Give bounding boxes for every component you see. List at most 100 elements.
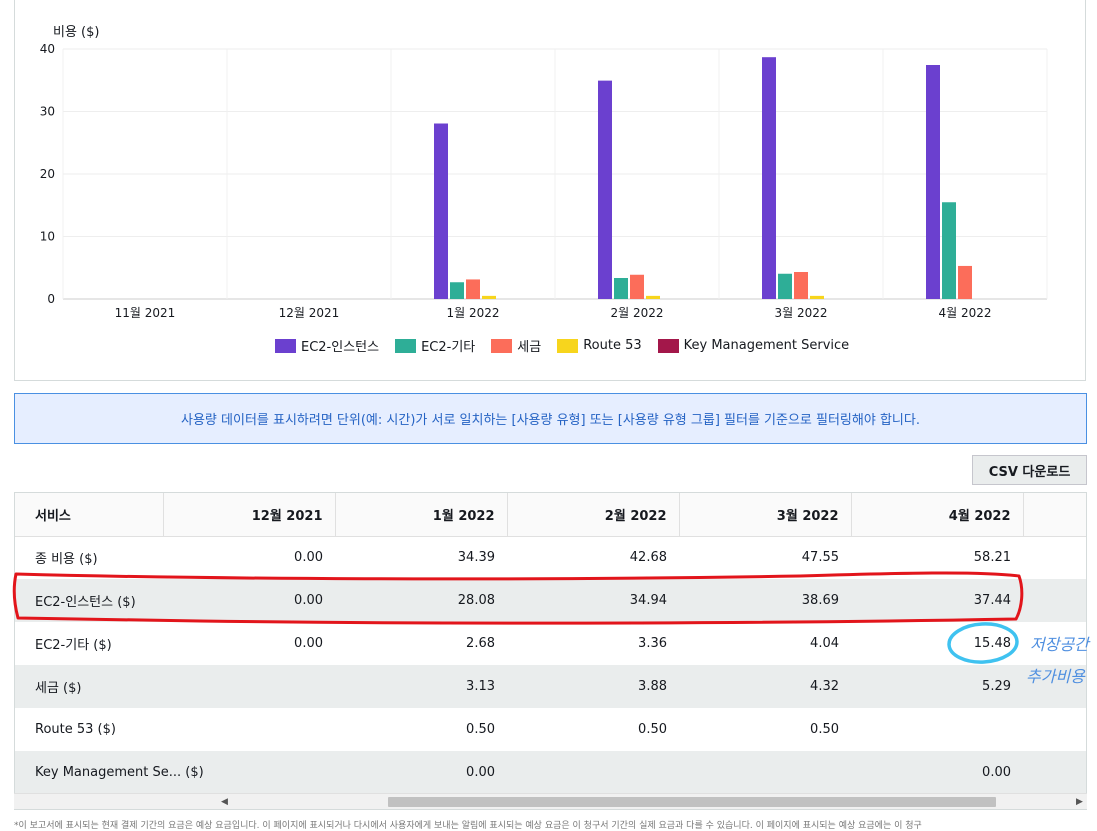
cost-table: 서비스 12월 2021 1월 2022 2월 2022 3월 2022 4월 … [14, 492, 1087, 810]
table-cell: 세금 ($) [15, 665, 163, 708]
bar-3 [482, 295, 496, 299]
bar-3 [646, 295, 660, 299]
column-header-service[interactable]: 서비스 [15, 493, 163, 537]
bar-2 [958, 265, 972, 299]
table-cell: 3.13 [335, 665, 507, 708]
table-cell [163, 708, 335, 751]
info-banner-text: 사용량 데이터를 표시하려면 단위(예: 시간)가 서로 일치하는 [사용량 유… [181, 413, 920, 428]
table-row: 종 비용 ($) 0.00 34.39 42.68 47.55 58.21 [15, 536, 1086, 579]
scrollbar-thumb[interactable] [388, 797, 996, 807]
table-cell [1023, 536, 1086, 579]
table-cell: 0.00 [163, 579, 335, 622]
y-tick-label: 40 [40, 42, 55, 56]
table-cell: 34.39 [457, 550, 495, 566]
x-tick-label: 12월 2021 [279, 306, 340, 320]
y-tick-label: 10 [40, 230, 55, 244]
legend-item-tax[interactable]: 세금 [491, 336, 541, 355]
table-cell [1023, 708, 1086, 751]
table-cell: 0.00 [851, 751, 1023, 794]
legend-swatch [557, 338, 579, 353]
scroll-left-arrow-icon[interactable]: ◀ [221, 796, 228, 807]
column-header-jan-2022[interactable]: 1월 2022 [334, 493, 507, 537]
column-header-overflow [1022, 493, 1086, 537]
x-tick-label: 2월 2022 [610, 306, 663, 320]
legend-swatch [275, 338, 296, 353]
bar-1 [614, 278, 628, 299]
column-header-mar-2022[interactable]: 3월 2022 [678, 493, 851, 537]
bar-1 [450, 282, 464, 299]
y-tick-label: 30 [40, 105, 55, 119]
x-tick-label: 4월 2022 [938, 306, 991, 320]
table-cell [163, 665, 335, 708]
bar-0 [434, 123, 448, 299]
chart-legend: EC2-인스턴스 EC2-기타 세금 Route 53 Key Manageme… [275, 336, 849, 355]
bar-0 [762, 57, 776, 299]
csv-download-button[interactable]: CSV 다운로드 [972, 455, 1087, 485]
column-header-apr-2022[interactable]: 4월 2022 [850, 493, 1023, 537]
table-cell [1023, 579, 1086, 622]
bar-2 [794, 272, 808, 299]
bar-1 [778, 273, 792, 299]
x-tick-label: 11월 2021 [115, 306, 176, 320]
bar-2 [630, 274, 644, 299]
legend-label: Key Management Service [683, 338, 850, 353]
y-tick-label: 0 [47, 292, 55, 306]
bar-0 [598, 80, 612, 299]
legend-item-ec2-instances[interactable]: EC2-인스턴스 [275, 336, 379, 355]
table-row: EC2-인스턴스 ($) 0.00 28.08 34.94 38.69 37.4… [15, 579, 1086, 622]
table-header-row: 서비스 12월 2021 1월 2022 2월 2022 3월 2022 4월 … [15, 493, 1086, 537]
table-cell: 2.68 [466, 636, 495, 651]
table-cell: 0.00 [294, 636, 323, 651]
legend-swatch [657, 338, 679, 353]
table-cell: 0.50 [466, 722, 495, 737]
cost-bar-chart: 0 10 20 30 40 11월 2021 12월 2021 1월 2022 2월 2022 3… [40, 42, 1048, 320]
table-row: Route 53 ($) 0.50 0.50 0.50 [15, 708, 1086, 751]
y-axis-title: 비용 ($) [53, 25, 100, 40]
bar-2 [466, 279, 480, 299]
bar-0 [926, 65, 940, 299]
table-row: Key Management Se... ($) 0.00 0.00 [15, 751, 1086, 794]
bar-3 [810, 295, 824, 299]
legend-label: 세금 [517, 340, 542, 355]
legend-swatch [491, 338, 513, 353]
table-cell: 0.00 [335, 751, 507, 794]
legend-label: Route 53 [583, 338, 642, 353]
column-header-dec-2021[interactable]: 12월 2021 [162, 493, 335, 537]
table-row: 세금 ($) 3.13 3.88 4.32 5.29 [15, 665, 1086, 708]
table-cell: 37.44 [851, 579, 1023, 622]
table-cell: 4.04 [810, 636, 839, 651]
legend-item-route53[interactable]: Route 53 [557, 336, 642, 355]
table-cell: 34.94 [507, 579, 679, 622]
table-cell [163, 751, 335, 794]
table-cell: 58.21 [973, 550, 1011, 566]
column-header-feb-2022[interactable]: 2월 2022 [506, 493, 679, 537]
table-cell: Key Management Se... ($) [15, 751, 204, 794]
table-cell [851, 708, 1023, 751]
y-tick-label: 20 [40, 167, 55, 181]
table-cell: 47.55 [801, 550, 839, 566]
table-row: EC2-기타 ($) 0.00 2.68 3.36 4.04 15.48 [15, 622, 1086, 665]
x-tick-label: 3월 2022 [774, 306, 827, 320]
legend-item-kms[interactable]: Key Management Service [657, 336, 850, 355]
legend-label: EC2-기타 [421, 340, 476, 355]
cost-chart-panel: 비용 ($) 0 10 20 30 40 11월 2021 12월 2021 1월 2022 2… [14, 0, 1086, 381]
horizontal-scrollbar[interactable]: ◀ ▶ [14, 793, 1087, 809]
table-cell [1023, 622, 1086, 665]
table-cell: 종 비용 ($) [35, 552, 98, 568]
table-cell [507, 751, 679, 794]
table-cell: 42.68 [629, 550, 667, 566]
table-cell: 0.50 [638, 722, 667, 737]
legend-label: EC2-인스턴스 [301, 340, 380, 355]
table-cell: 3.36 [638, 636, 667, 651]
scroll-right-arrow-icon[interactable]: ▶ [1076, 796, 1083, 807]
footnote: *이 보고서에 표시되는 현재 결제 기간의 요금은 예상 요금입니다. 이 페… [14, 821, 922, 831]
bar-1 [942, 202, 956, 299]
table-cell: 4.32 [679, 665, 851, 708]
info-banner: 사용량 데이터를 표시하려면 단위(예: 시간)가 서로 일치하는 [사용량 유… [14, 393, 1087, 444]
table-cell: 38.69 [679, 579, 851, 622]
legend-swatch [395, 338, 417, 353]
table-cell: 3.88 [507, 665, 679, 708]
table-cell [1023, 751, 1086, 794]
table-cell: 0.50 [810, 722, 839, 737]
legend-item-ec2-other[interactable]: EC2-기타 [395, 336, 475, 355]
